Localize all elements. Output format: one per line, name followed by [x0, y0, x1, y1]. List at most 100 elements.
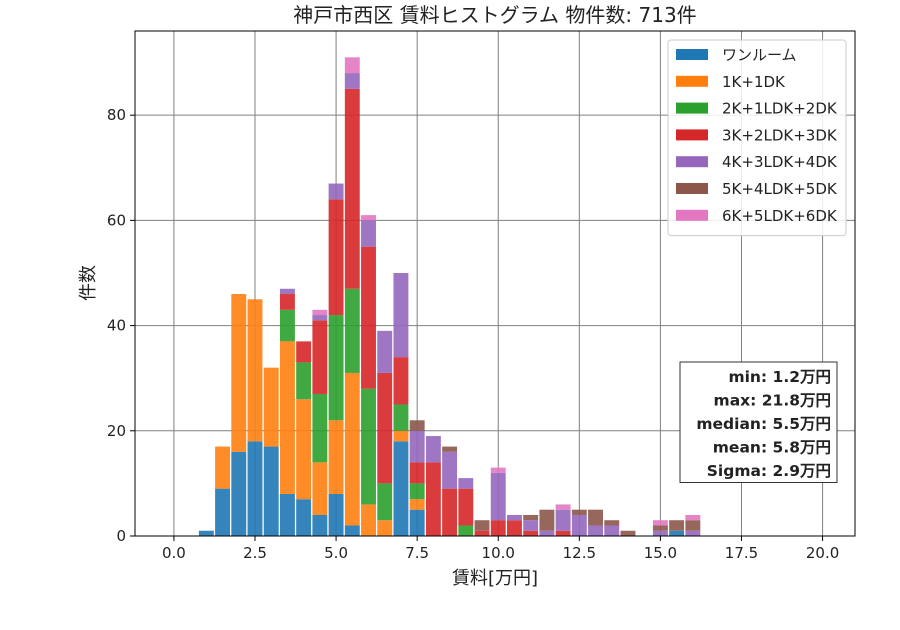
legend-frame — [667, 39, 847, 237]
bar-segment — [685, 530, 701, 536]
bar-segment — [263, 446, 279, 536]
bar-segment — [393, 430, 409, 442]
x-tick-label: 15.0 — [644, 544, 677, 562]
legend-swatch — [676, 49, 708, 60]
bar-segment — [523, 514, 539, 521]
bar-segment — [442, 488, 458, 536]
bar-segment — [361, 388, 376, 505]
stats-line: max: 21.8万円 — [714, 392, 831, 410]
x-axis-ticks: 0.0 2.5 5.0 7.5 10.0 12.5 15.0 17.5 20.0 — [162, 536, 839, 562]
bar-segment — [312, 393, 328, 463]
bar-segment — [328, 199, 344, 316]
bar-segment — [669, 520, 685, 531]
bar-segment — [215, 446, 231, 489]
bar-segment — [328, 315, 344, 421]
bar-segment — [231, 294, 247, 452]
x-tick-label: 5.0 — [324, 544, 348, 562]
legend-swatch — [676, 75, 708, 87]
bar-segment — [279, 288, 295, 295]
bar-segment — [361, 215, 376, 221]
bar-segment — [247, 441, 263, 536]
bar-segment — [344, 372, 360, 526]
x-tick-label: 7.5 — [405, 544, 429, 562]
bar-segment — [474, 530, 490, 536]
legend-swatch — [676, 209, 708, 221]
bar-segment — [344, 525, 360, 536]
bar-segment — [279, 341, 295, 494]
bar-segment — [361, 246, 376, 389]
bar-segment — [490, 472, 506, 521]
bar-segment — [393, 404, 409, 431]
bar-segment — [328, 183, 344, 200]
legend-swatch — [676, 183, 708, 194]
bar-segment — [458, 488, 474, 526]
bar-segment — [312, 309, 328, 316]
x-tick-label: 10.0 — [482, 544, 515, 562]
y-tick-label: 40 — [107, 317, 126, 335]
legend-label: 1K+1DK — [722, 73, 786, 91]
bar-segment — [377, 520, 393, 536]
legend: ワンルーム 1K+1DK 2K+1LDK+2DK 3K+2LDK+3DK 4K+3LDK… — [667, 39, 847, 237]
bar-segment — [523, 530, 539, 536]
bar-segment — [344, 57, 360, 74]
stats-frame — [679, 361, 838, 483]
y-tick-label: 60 — [107, 211, 126, 229]
legend-swatch — [676, 156, 708, 168]
bar-segment — [377, 483, 393, 521]
bar-segment — [652, 530, 668, 536]
bar-segment — [458, 525, 474, 536]
bar-segment — [571, 514, 587, 536]
y-axis-label: 件数 — [78, 265, 99, 301]
bar-segment — [312, 514, 328, 536]
bar-segment — [458, 478, 474, 489]
y-tick-label: 80 — [107, 106, 126, 124]
bar-segment — [425, 462, 441, 536]
bar-segment — [620, 530, 636, 536]
bars-group — [198, 57, 701, 536]
bar-segment — [231, 451, 247, 536]
bar-segment — [685, 520, 701, 531]
legend-label: 4K+3LDK+4DK — [722, 153, 838, 171]
bar-segment — [409, 420, 425, 431]
bar-segment — [539, 530, 555, 536]
bar-segment — [555, 530, 571, 536]
bar-segment — [555, 504, 571, 510]
bar-segment — [555, 509, 571, 531]
x-tick-label: 17.5 — [725, 544, 758, 562]
bar-segment — [523, 520, 539, 531]
plot-frame — [134, 30, 856, 537]
y-tick-label: 0 — [116, 527, 126, 545]
bar-segment — [571, 509, 587, 515]
bar-segment — [409, 499, 425, 510]
bar-segment — [604, 520, 620, 526]
x-tick-label: 2.5 — [243, 544, 267, 562]
bar-segment — [279, 309, 295, 342]
bar-segment — [604, 525, 620, 536]
x-axis-label: 賃料[万円] — [452, 568, 538, 589]
bar-segment — [247, 299, 263, 442]
bar-segment — [507, 520, 522, 536]
bar-segment — [377, 372, 393, 484]
y-tick-label: 20 — [107, 422, 126, 440]
bar-segment — [279, 294, 295, 310]
bar-segment — [652, 525, 668, 531]
bar-segment — [263, 367, 279, 447]
bar-segment — [393, 441, 409, 536]
chart-title: 神戸市西区 賃料ヒストグラム 物件数: 713件 — [293, 3, 696, 27]
bar-segment — [442, 446, 458, 452]
legend-label: ワンルーム — [722, 46, 797, 64]
y-axis-ticks: 0 20 40 60 80 — [107, 106, 135, 545]
bar-segment — [296, 399, 312, 500]
bar-segment — [474, 520, 490, 531]
bar-segment — [361, 504, 376, 536]
bar-segment — [328, 493, 344, 536]
bar-segment — [409, 462, 425, 484]
bar-segment — [539, 509, 555, 531]
bar-segment — [409, 430, 425, 463]
bar-segment — [344, 288, 360, 373]
bar-segment — [312, 462, 328, 515]
x-tick-label: 12.5 — [563, 544, 596, 562]
bar-segment — [361, 220, 376, 247]
legend-label: 5K+4LDK+5DK — [722, 180, 838, 198]
